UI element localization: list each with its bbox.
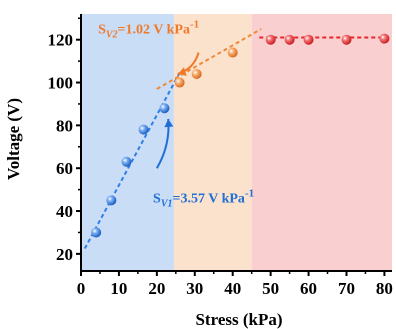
data-point-s2-0 xyxy=(265,34,276,45)
fit-lines xyxy=(83,28,392,249)
y-tick-label-20: 20 xyxy=(56,245,73,264)
arrows xyxy=(155,52,200,169)
y-tick-label-80: 80 xyxy=(56,116,73,135)
arrow-head-1 xyxy=(177,67,187,76)
data-point-s0-1 xyxy=(106,195,117,206)
x-tick-label-10: 10 xyxy=(110,279,127,298)
fit-line-0 xyxy=(83,72,181,249)
x-tick-label-30: 30 xyxy=(186,279,203,298)
data-point-s0-3 xyxy=(138,124,149,135)
shaded-regions xyxy=(81,14,392,271)
x-tick-label-40: 40 xyxy=(224,279,241,298)
data-point-s2-3 xyxy=(341,34,352,45)
data-point-s2-1 xyxy=(284,34,295,45)
x-tick-label-80: 80 xyxy=(376,279,393,298)
data-point-s2-2 xyxy=(303,34,314,45)
axes xyxy=(80,14,392,272)
annotation-superscript: -1 xyxy=(190,18,199,30)
data-point-s1-1 xyxy=(191,68,202,79)
fit-line-1 xyxy=(156,28,262,90)
y-tick-label-120: 120 xyxy=(48,31,74,50)
x-axis-label: Stress (kPa) xyxy=(195,310,282,329)
annotation-prefix: S xyxy=(153,191,161,206)
sensitivity-annotation-1: SV2=1.02 V kPa-1 xyxy=(98,18,199,40)
ticks: 0 10 20 30 40 50 60 70 80 20 40 60 80 100 120 xyxy=(48,17,393,298)
data-point-s2-4 xyxy=(379,33,390,44)
annotation-subscript: V1 xyxy=(161,198,173,209)
annotation-value: =3.57 V kPa xyxy=(173,191,245,206)
data-point-s1-0 xyxy=(174,77,185,88)
arrow-head-0 xyxy=(164,118,174,128)
x-tick-label-60: 60 xyxy=(300,279,317,298)
y-tick-label-60: 60 xyxy=(56,159,73,178)
annotation-prefix: S xyxy=(98,22,106,37)
data-point-s1-2 xyxy=(227,47,238,58)
data-points xyxy=(91,33,390,238)
region-1 xyxy=(173,14,252,271)
x-tick-label-70: 70 xyxy=(338,279,355,298)
x-tick-label-0: 0 xyxy=(77,279,86,298)
sensitivity-annotation-0: SV1=3.57 V kPa-1 xyxy=(153,187,254,209)
data-point-s0-0 xyxy=(91,227,102,238)
region-2 xyxy=(251,14,392,271)
x-tick-label-50: 50 xyxy=(262,279,279,298)
annotation-value: =1.02 V kPa xyxy=(118,22,190,37)
annotation-superscript: -1 xyxy=(245,187,254,199)
data-point-s0-2 xyxy=(121,156,132,167)
y-tick-label-40: 40 xyxy=(56,202,73,221)
data-point-s0-4 xyxy=(159,103,170,114)
y-axis-label: Voltage (V) xyxy=(4,98,23,180)
y-tick-label-100: 100 xyxy=(48,74,74,93)
annotation-subscript: V2 xyxy=(106,29,118,40)
x-tick-label-20: 20 xyxy=(148,279,165,298)
